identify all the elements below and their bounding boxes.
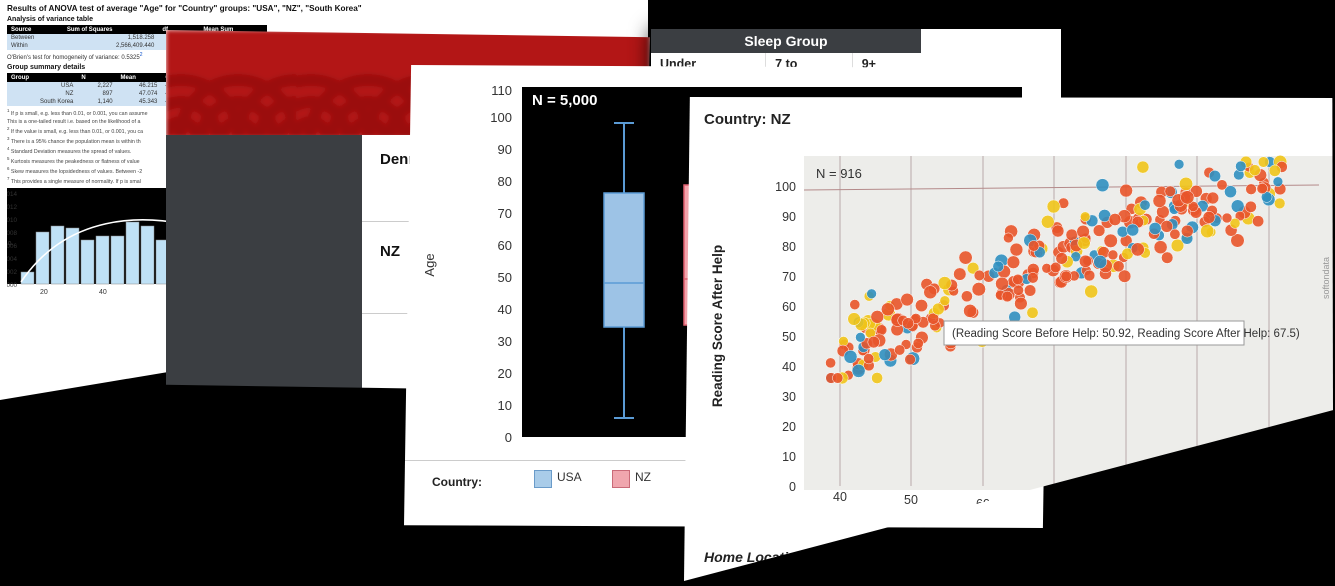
svg-text:0.014: 0.014 bbox=[7, 191, 17, 198]
svg-text:80: 80 bbox=[498, 174, 512, 189]
svg-text:70: 70 bbox=[498, 206, 512, 221]
svg-text:70: 70 bbox=[1047, 501, 1061, 515]
svg-text:90: 90 bbox=[1190, 509, 1204, 523]
svg-text:0.012: 0.012 bbox=[7, 204, 17, 211]
svg-text:50: 50 bbox=[498, 270, 512, 285]
svg-text:0.002: 0.002 bbox=[7, 269, 17, 276]
svg-text:0.008: 0.008 bbox=[7, 230, 17, 237]
svg-text:Reading Score Before Help: Reading Score Before Help bbox=[984, 527, 1158, 542]
svg-text:0: 0 bbox=[505, 430, 512, 445]
svg-text:110: 110 bbox=[491, 83, 512, 98]
svg-text:20: 20 bbox=[498, 366, 512, 381]
svg-text:60: 60 bbox=[498, 238, 512, 253]
svg-text:100: 100 bbox=[1259, 513, 1280, 527]
svg-text:0.010: 0.010 bbox=[7, 217, 17, 224]
svg-text:100: 100 bbox=[490, 110, 512, 125]
svg-text:N = 5,000: N = 5,000 bbox=[532, 92, 597, 109]
svg-text:40: 40 bbox=[498, 302, 512, 317]
svg-text:P: P bbox=[8, 240, 15, 245]
svg-text:40: 40 bbox=[99, 289, 107, 296]
svg-text:Age: Age bbox=[422, 253, 437, 276]
svg-text:20: 20 bbox=[40, 289, 48, 296]
svg-text:0.004: 0.004 bbox=[7, 256, 17, 263]
svg-text:30: 30 bbox=[498, 334, 512, 349]
svg-text:90: 90 bbox=[498, 142, 512, 157]
svg-text:0.000: 0.000 bbox=[7, 282, 17, 289]
svg-text:80: 80 bbox=[1119, 505, 1133, 519]
svg-text:10: 10 bbox=[498, 398, 512, 413]
